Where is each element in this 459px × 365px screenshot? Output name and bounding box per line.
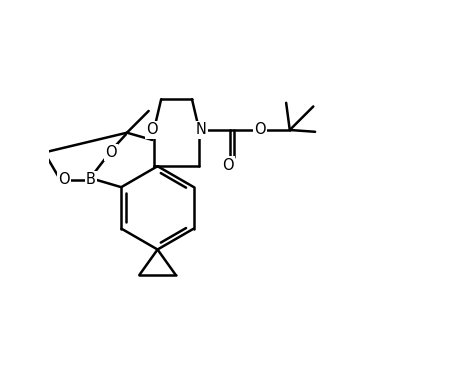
Text: O: O bbox=[222, 158, 234, 173]
Text: O: O bbox=[105, 145, 116, 160]
Text: B: B bbox=[85, 172, 95, 187]
Text: O: O bbox=[146, 123, 157, 138]
Text: O: O bbox=[254, 123, 265, 138]
Text: O: O bbox=[57, 172, 69, 187]
Text: N: N bbox=[195, 123, 206, 138]
